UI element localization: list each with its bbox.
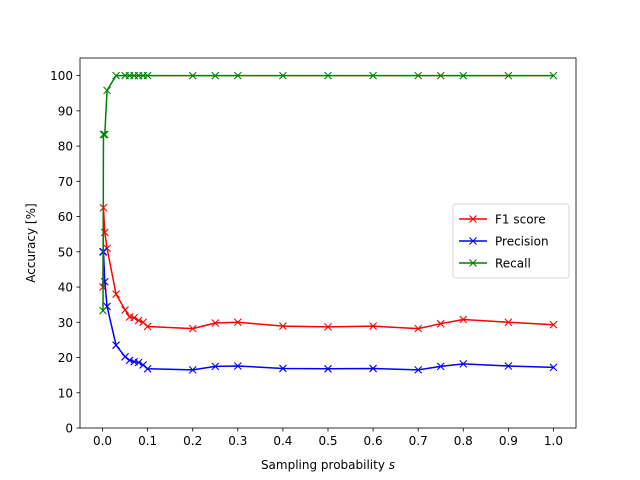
series-recall	[99, 71, 558, 315]
data-point-precision	[143, 364, 152, 373]
x-tick-label: 1.0	[544, 434, 563, 448]
data-point-recall	[99, 130, 108, 139]
data-point-precision	[436, 362, 445, 371]
data-point-recall	[369, 71, 377, 80]
data-point-f1-score	[112, 290, 120, 298]
data-point-precision	[112, 341, 120, 350]
y-tick-label: 30	[58, 316, 73, 330]
legend-label-precision: Precision	[495, 235, 549, 249]
data-point-recall	[103, 86, 111, 95]
data-point-precision	[324, 364, 332, 373]
x-tick-label: 0.1	[138, 434, 157, 448]
data-point-f1-score	[459, 315, 468, 324]
y-tick-label: 0	[65, 422, 73, 436]
x-axis-label: Sampling probability s	[261, 458, 395, 472]
data-point-recall	[188, 71, 197, 80]
data-point-recall	[211, 71, 220, 80]
data-point-precision	[369, 364, 377, 373]
x-tick-label: 0.7	[409, 434, 428, 448]
data-point-precision	[233, 362, 242, 370]
data-point-f1-score	[549, 320, 558, 329]
x-tick-label: 0.9	[499, 434, 518, 448]
y-tick-label: 10	[58, 386, 73, 400]
data-point-recall	[143, 71, 152, 80]
y-tick-label: 20	[58, 351, 73, 365]
data-point-precision	[121, 352, 129, 361]
plot-lines	[99, 71, 558, 374]
series-line-precision	[102, 251, 554, 371]
data-point-precision	[125, 356, 134, 365]
legend-marker-recall	[469, 259, 477, 267]
x-axis: 0.0 0.1 0.2 0.3 0.4 0.5 0.6 0.7 0.8 0.9 1.0	[93, 428, 563, 448]
y-axis-label: Accuracy [%]	[24, 203, 38, 282]
data-point-recall	[504, 71, 513, 80]
x-tick-label: 0.4	[273, 434, 292, 448]
data-point-precision	[279, 364, 287, 373]
x-tick-label: 0.2	[183, 434, 202, 448]
data-point-precision	[211, 362, 220, 371]
data-point-recall	[233, 71, 242, 80]
data-point-f1-score	[134, 316, 143, 325]
data-point-recall	[459, 71, 468, 80]
legend: F1 score Precision Recall	[452, 203, 570, 279]
data-point-recall	[436, 71, 445, 80]
data-point-precision	[134, 358, 143, 367]
x-tick-label: 0.0	[93, 434, 112, 448]
data-point-f1-score	[369, 322, 377, 331]
data-point-precision	[414, 365, 423, 374]
data-point-precision	[549, 363, 558, 372]
x-tick-label: 0.5	[318, 434, 337, 448]
data-point-recall	[549, 71, 558, 80]
y-axis: 0 10 20 30 40 50 60 70 80 90 100	[50, 69, 80, 436]
data-point-f1-score	[130, 313, 138, 322]
data-point-recall	[414, 71, 423, 80]
data-point-precision	[188, 365, 197, 374]
data-point-f1-score	[324, 322, 332, 331]
legend-label-f1-score: F1 score	[495, 213, 546, 227]
x-tick-label: 0.3	[228, 434, 247, 448]
data-point-recall	[279, 71, 287, 80]
y-tick-label: 90	[58, 104, 73, 118]
data-point-f1-score	[436, 319, 445, 328]
x-tick-label: 0.8	[454, 434, 473, 448]
data-point-f1-score	[121, 306, 129, 314]
legend-label-recall: Recall	[495, 257, 531, 271]
data-point-f1-score	[211, 319, 220, 327]
x-axis-label-text: Sampling probability	[261, 458, 385, 472]
x-axis-label-variable: s	[389, 458, 395, 472]
data-point-recall	[112, 71, 120, 80]
data-point-recall	[99, 306, 107, 315]
y-tick-label: 40	[58, 281, 73, 295]
x-tick-label: 0.6	[364, 434, 383, 448]
data-point-f1-score	[188, 324, 197, 333]
y-tick-label: 80	[58, 140, 73, 154]
data-point-f1-score	[279, 322, 287, 331]
legend-box	[452, 203, 570, 279]
y-tick-label: 50	[58, 245, 73, 259]
data-point-f1-score	[414, 324, 423, 333]
series-line-f1-score	[102, 207, 554, 330]
y-tick-label: 60	[58, 210, 73, 224]
legend-marker-precision	[469, 237, 477, 245]
legend-marker-f1-score	[469, 215, 477, 223]
series-line-recall	[102, 74, 554, 311]
data-point-f1-score	[504, 318, 513, 327]
y-tick-label: 70	[58, 175, 73, 189]
data-point-f1-score	[143, 322, 152, 331]
data-point-recall	[100, 130, 109, 139]
data-point-recall	[324, 71, 332, 80]
y-tick-label: 100	[50, 69, 73, 83]
data-point-precision	[504, 362, 513, 370]
data-point-f1-score	[233, 318, 242, 327]
data-point-precision	[459, 359, 468, 368]
